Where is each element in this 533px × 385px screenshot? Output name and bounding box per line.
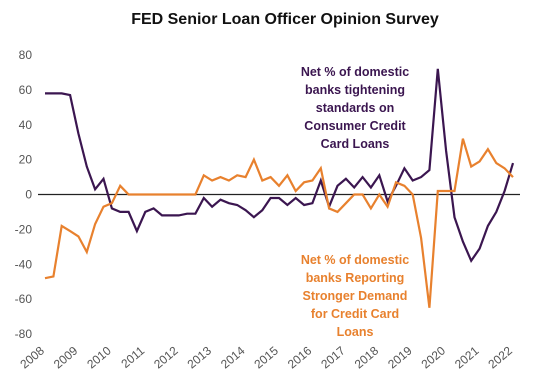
y-tick-label: 20 xyxy=(19,153,33,167)
y-tick-label: 60 xyxy=(19,83,33,97)
x-tick-label: 2010 xyxy=(84,343,114,371)
series-annotation: Net % of domestic xyxy=(301,253,409,267)
series-line xyxy=(44,138,514,308)
y-tick-label: -60 xyxy=(15,292,33,306)
x-tick-label: 2014 xyxy=(218,343,248,371)
x-tick-label: 2012 xyxy=(151,343,181,371)
series-annotation: Consumer Credit xyxy=(304,119,406,133)
chart-title: FED Senior Loan Officer Opinion Survey xyxy=(131,11,439,28)
x-tick-label: 2022 xyxy=(485,343,515,371)
series-annotation: for Credit Card xyxy=(311,307,399,321)
x-tick-label: 2016 xyxy=(285,343,315,371)
x-tick-label: 2015 xyxy=(251,343,281,371)
series-annotation: Net % of domestic xyxy=(301,65,409,79)
x-tick-label: 2019 xyxy=(385,343,415,371)
y-tick-label: 80 xyxy=(19,48,33,62)
x-tick-label: 2009 xyxy=(51,343,81,371)
y-tick-label: -20 xyxy=(15,222,33,236)
y-tick-label: -80 xyxy=(15,327,33,341)
x-tick-label: 2020 xyxy=(419,343,449,371)
series-annotation: banks Reporting xyxy=(306,271,405,285)
series-annotation: Card Loans xyxy=(321,137,390,151)
series-annotation: banks tightening xyxy=(305,83,405,97)
series-annotation: Stronger Demand xyxy=(303,289,408,303)
series-annotation: standards on xyxy=(316,101,395,115)
x-tick-label: 2008 xyxy=(17,343,47,371)
y-tick-label: 0 xyxy=(25,188,32,202)
series-annotation: Loans xyxy=(337,325,374,339)
x-tick-label: 2018 xyxy=(352,343,382,371)
x-tick-label: 2011 xyxy=(118,343,147,371)
series-line xyxy=(45,68,515,264)
y-tick-label: -40 xyxy=(15,257,33,271)
x-tick-label: 2017 xyxy=(318,343,348,371)
x-tick-label: 2013 xyxy=(185,343,215,371)
x-tick-label: 2021 xyxy=(452,343,482,371)
y-tick-label: 40 xyxy=(19,118,33,132)
